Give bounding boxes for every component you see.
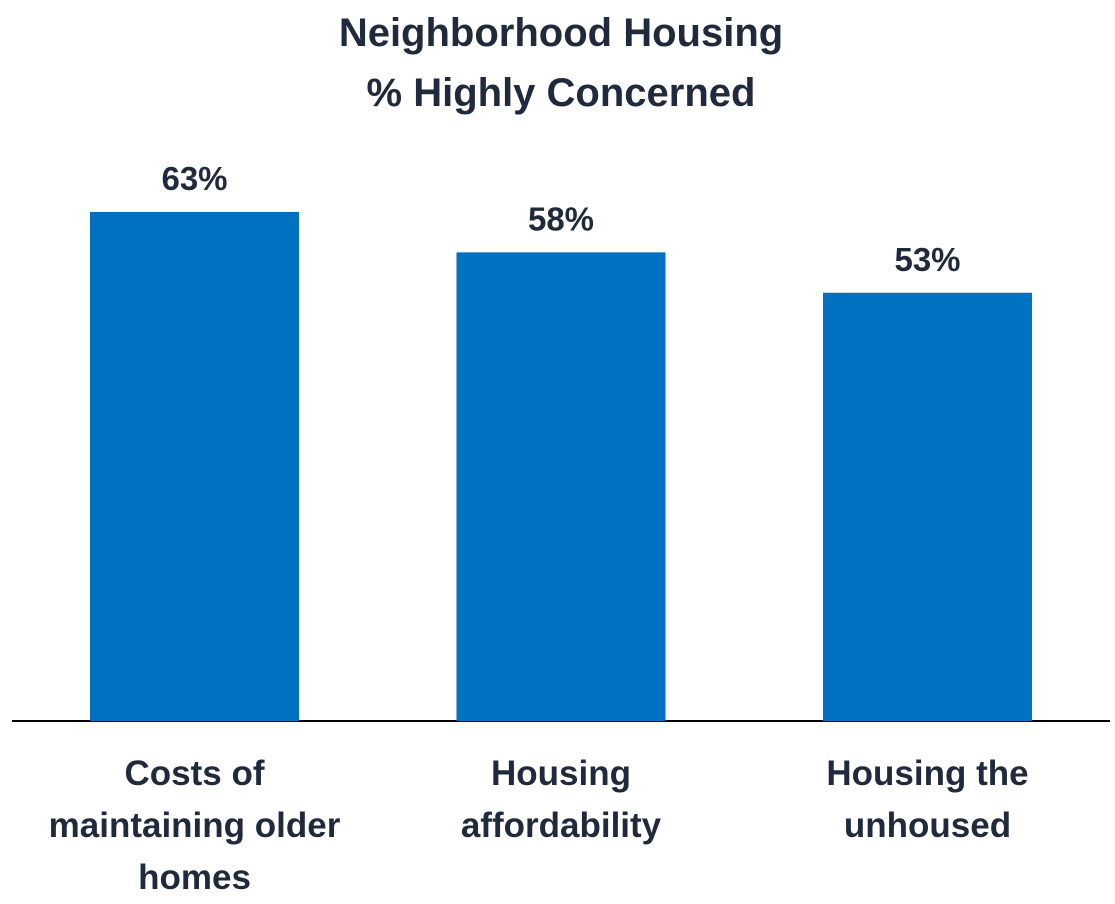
x-tick-label: Housing affordability bbox=[460, 754, 662, 845]
chart-title: Neighborhood Housing bbox=[339, 11, 783, 55]
x-tick-label: Housing the unhoused bbox=[826, 754, 1029, 845]
value-label: 58% bbox=[528, 200, 594, 237]
value-label: 63% bbox=[161, 160, 227, 197]
bar bbox=[823, 292, 1032, 721]
x-tick-label: Costs of maintaining older homes bbox=[48, 754, 341, 897]
bar bbox=[90, 211, 299, 721]
value-label: 53% bbox=[894, 241, 960, 278]
bar bbox=[456, 252, 666, 722]
chart-subtitle: % Highly Concerned bbox=[367, 71, 756, 115]
